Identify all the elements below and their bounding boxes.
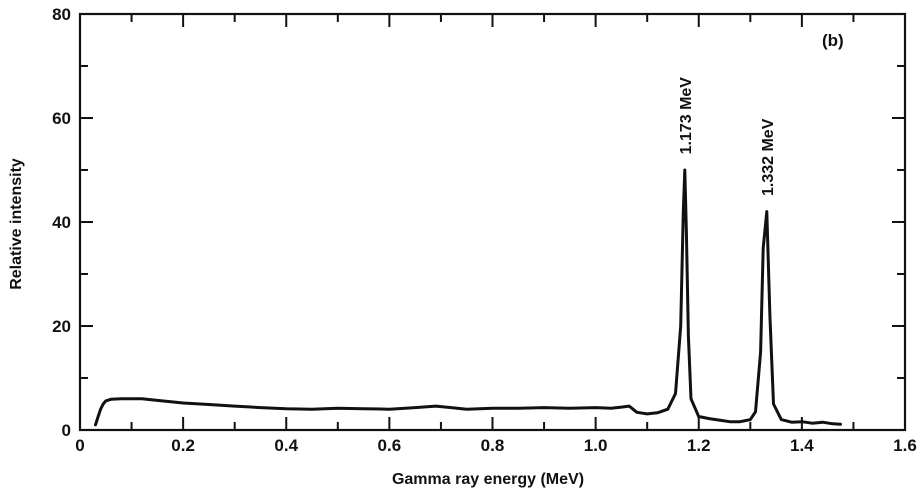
peak-annotations: 1.173 MeV 1.332 MeV: [678, 77, 777, 196]
panel-label: (b): [822, 31, 844, 50]
y-axis-title: Relative intensity: [8, 158, 25, 290]
x-tick-label: 0.8: [481, 436, 505, 455]
y-tick-label: 0: [62, 421, 71, 440]
peak-annotation: 1.173 MeV: [678, 77, 695, 155]
x-tick-label: 0.4: [274, 436, 298, 455]
spectrum-line: [94, 168, 842, 427]
y-tick-labels: 0 20 40 60 80: [52, 5, 71, 440]
x-tick-label: 1.6: [893, 436, 917, 455]
y-tick-label: 80: [52, 5, 71, 24]
x-tick-label: 1.2: [687, 436, 711, 455]
peak-annotation: 1.332 MeV: [760, 118, 777, 196]
x-tick-label: 0: [75, 436, 84, 455]
x-tick-label: 0.2: [171, 436, 195, 455]
y-tick-label: 40: [52, 213, 71, 232]
y-tick-label: 20: [52, 317, 71, 336]
axis-ticks: [79, 13, 906, 431]
x-axis-title: Gamma ray energy (MeV): [392, 471, 584, 488]
y-tick-label: 60: [52, 109, 71, 128]
x-tick-label: 1.0: [584, 436, 608, 455]
x-tick-label: 1.4: [790, 436, 814, 455]
x-tick-labels: 0 0.2 0.4 0.6 0.8 1.0 1.2 1.4 1.6: [75, 436, 917, 455]
plot-frame: [78, 12, 907, 432]
x-tick-label: 0.6: [378, 436, 402, 455]
